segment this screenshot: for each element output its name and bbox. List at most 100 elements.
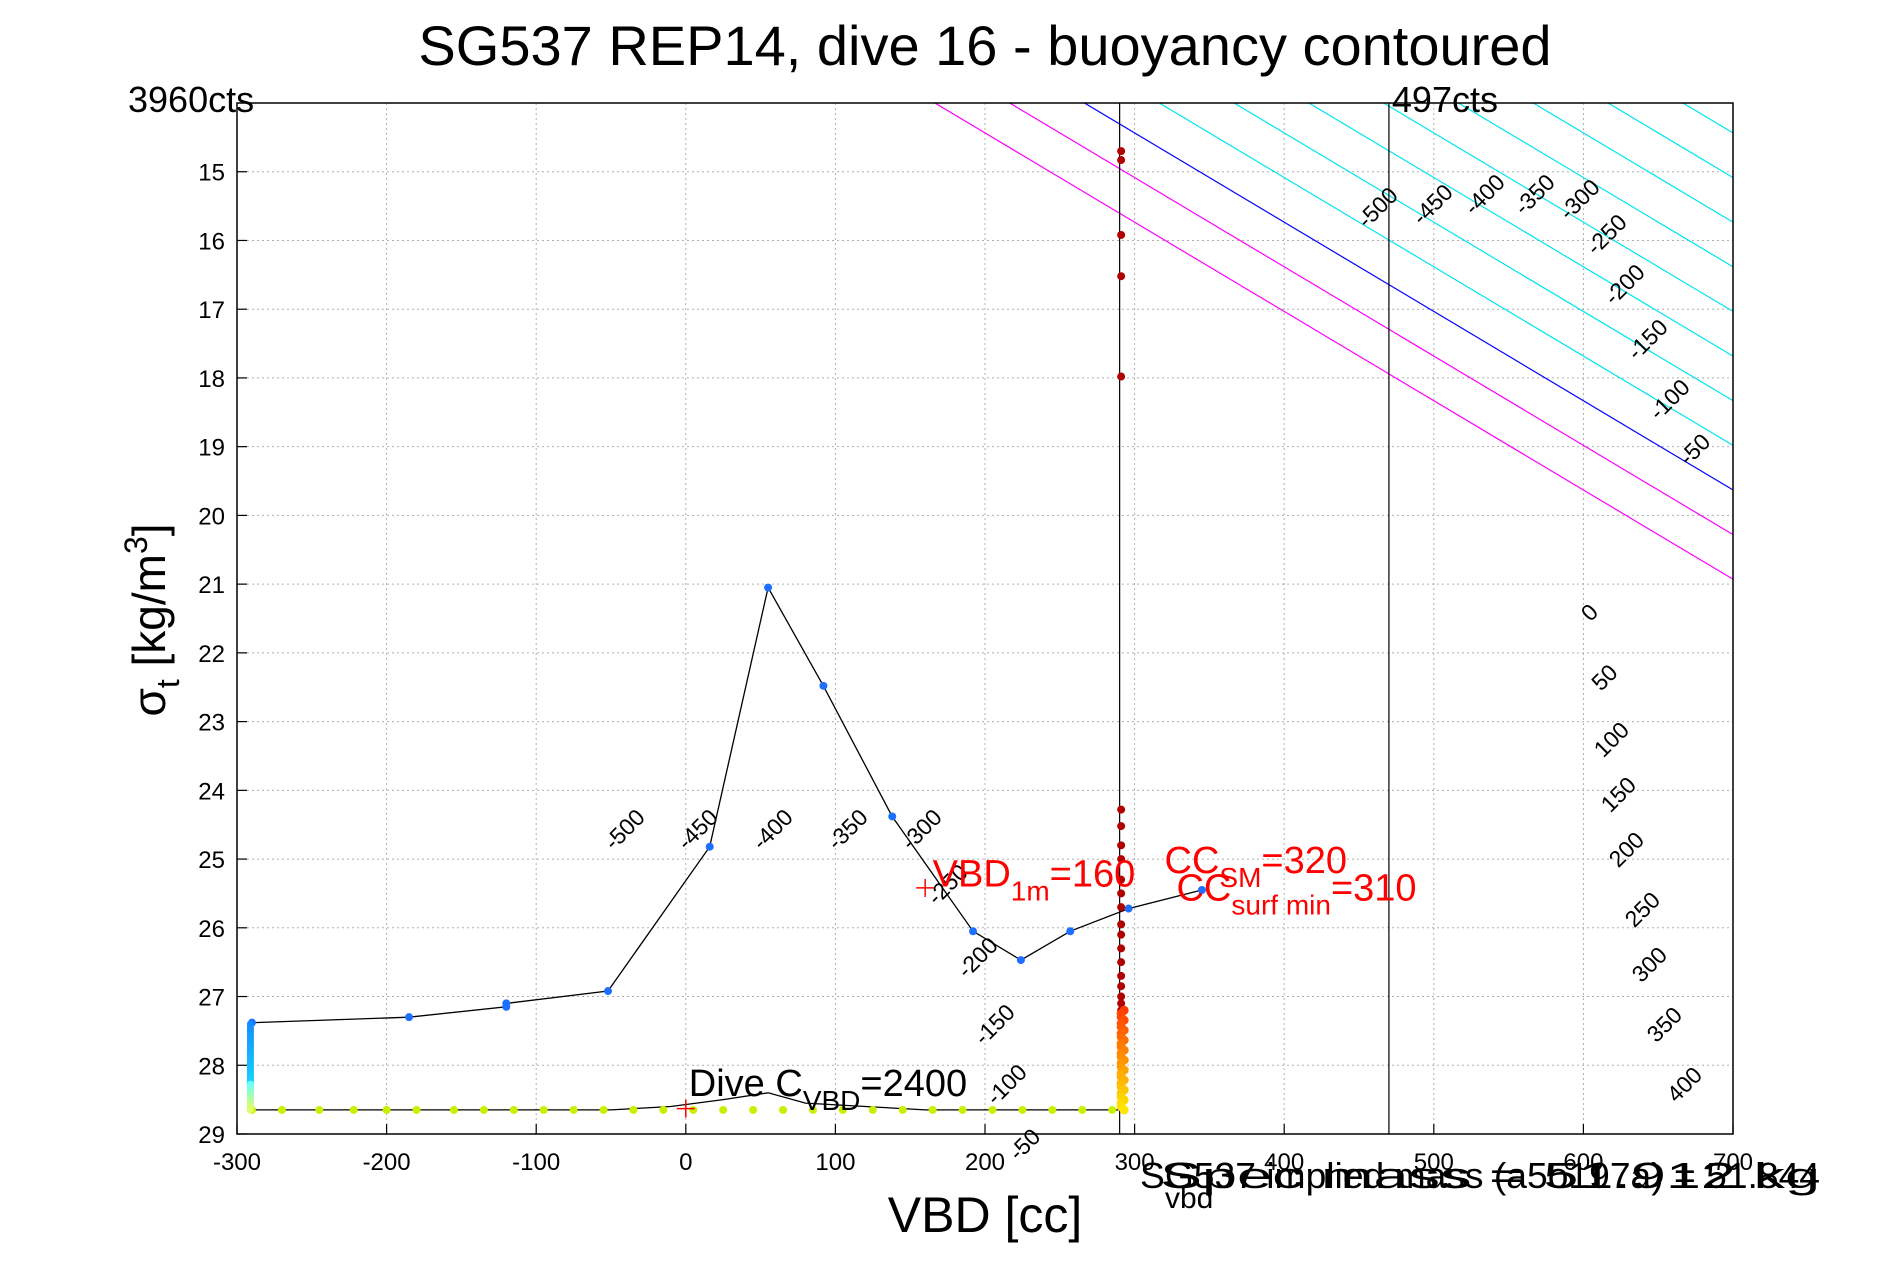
spec-mass-text: Spec mass = 51.912 kg (1160, 1155, 1820, 1196)
bottom-marker (779, 1105, 788, 1114)
x-tick-label: 300 (1115, 1149, 1155, 1176)
contour-line-negative (1307, 103, 1733, 357)
column-marker (1117, 944, 1126, 953)
contour-line-positive (933, 103, 1733, 580)
red-plus-marker (676, 1099, 695, 1118)
y-tick-label: 22 (198, 641, 225, 668)
column-marker (1117, 156, 1126, 165)
column-marker (1117, 230, 1126, 239)
vertical-line-label: 497cts (1392, 79, 1498, 120)
contour-line-positive (1008, 103, 1733, 536)
y-axis-ticks: 15 16 17 18 19 20 21 22 23 24 25 26 27 28 29 (198, 160, 247, 1149)
red-plus-marker (916, 878, 935, 897)
annotation-label: VBD1m=160 (933, 854, 1136, 907)
bottom-marker (479, 1105, 488, 1114)
bottom-marker (539, 1105, 548, 1114)
bottom-marker (509, 1105, 518, 1114)
column-marker (1117, 822, 1126, 831)
column-marker (1117, 992, 1126, 1001)
column-marker (1117, 855, 1126, 864)
profile-marker (1197, 885, 1206, 894)
bottom-marker (277, 1105, 286, 1114)
contour-line-zero (1083, 103, 1733, 491)
bottom-marker (838, 1105, 847, 1114)
column-marker (1117, 971, 1126, 980)
column-marker (1117, 982, 1126, 991)
column-marker (1117, 889, 1126, 898)
contour-line-negative (1532, 103, 1733, 223)
y-tick-label: 19 (198, 435, 225, 462)
x-tick-label: -200 (363, 1149, 411, 1176)
bottom-marker (1078, 1105, 1087, 1114)
profile-marker (764, 583, 773, 592)
profile-marker (405, 1013, 414, 1022)
column-marker (1117, 903, 1126, 912)
contour-line-negative (1382, 103, 1733, 313)
profile-marker (969, 927, 978, 936)
column-marker (1117, 999, 1126, 1008)
contour-line-negative (1158, 103, 1733, 447)
x-tick-label: 400 (1264, 1149, 1304, 1176)
implied-mass-text: SG537 implied mass (a5o197a) = 51.844 (1140, 1155, 1820, 1196)
bottom-marker (898, 1105, 907, 1114)
x-tick-label: 100 (815, 1149, 855, 1176)
column-marker (246, 1106, 254, 1114)
contour-line-negative (1232, 103, 1733, 402)
y-tick-label: 24 (198, 778, 225, 805)
contour-lines (933, 103, 1733, 580)
bottom-marker (569, 1105, 578, 1114)
column-marker (1117, 875, 1126, 884)
bottom-marker (808, 1105, 817, 1114)
bottom-marker (659, 1105, 668, 1114)
y-tick-label: 20 (198, 503, 225, 530)
profile-marker (1066, 927, 1075, 936)
data-series (246, 147, 1206, 1118)
vbd-subscript: vbd (1165, 1182, 1213, 1215)
x-tick-label: 500 (1414, 1149, 1454, 1176)
x-tick-label: 600 (1563, 1149, 1603, 1176)
column-marker (1117, 272, 1126, 281)
bottom-marker (349, 1105, 358, 1114)
bottom-marker (382, 1105, 391, 1114)
y-tick-label: 21 (198, 572, 225, 599)
bottom-marker (749, 1105, 758, 1114)
column-marker (1117, 147, 1126, 156)
y-tick-label: 29 (198, 1122, 225, 1149)
bottom-marker (315, 1105, 324, 1114)
bottom-marker (412, 1105, 421, 1114)
column-marker (1117, 920, 1126, 929)
y-axis-label: σt [kg/m3] (118, 523, 186, 716)
x-axis-label: VBD [cc] (888, 1187, 1082, 1243)
y-tick-label: 18 (198, 366, 225, 393)
y-tick-label: 15 (198, 160, 225, 187)
x-tick-label: 700 (1713, 1149, 1753, 1176)
profile-marker (604, 987, 613, 996)
bottom-marker (689, 1105, 698, 1114)
vertical-line-label: 3960cts (128, 79, 254, 120)
bottom-marker (928, 1105, 937, 1114)
bottom-marker (1018, 1105, 1027, 1114)
profile-marker (502, 999, 511, 1008)
annotation-label: CCSM=320 (1165, 840, 1347, 893)
profile-marker (1016, 956, 1025, 965)
column-marker (1117, 930, 1126, 939)
profile-marker (705, 842, 714, 851)
bottom-marker (599, 1105, 608, 1114)
bottom-marker (868, 1105, 877, 1114)
column-marker (1117, 372, 1126, 381)
bottom-marker (719, 1105, 728, 1114)
y-tick-label: 25 (198, 847, 225, 874)
bottom-marker (1108, 1105, 1117, 1114)
y-tick-label: 23 (198, 710, 225, 737)
x-tick-label: -100 (512, 1149, 560, 1176)
contour-line-negative (1457, 103, 1733, 268)
profile-marker (819, 681, 828, 690)
y-tick-label: 28 (198, 1053, 225, 1080)
bottom-marker (629, 1105, 638, 1114)
annotation-label: Dive CVBD=2400 (689, 1063, 967, 1116)
y-tick-label: 27 (198, 985, 225, 1012)
x-tick-label: 200 (965, 1149, 1005, 1176)
footer-overlap-text: vbd SG537 implied mass (a5o197a) = 51.84… (1140, 1155, 1820, 1215)
